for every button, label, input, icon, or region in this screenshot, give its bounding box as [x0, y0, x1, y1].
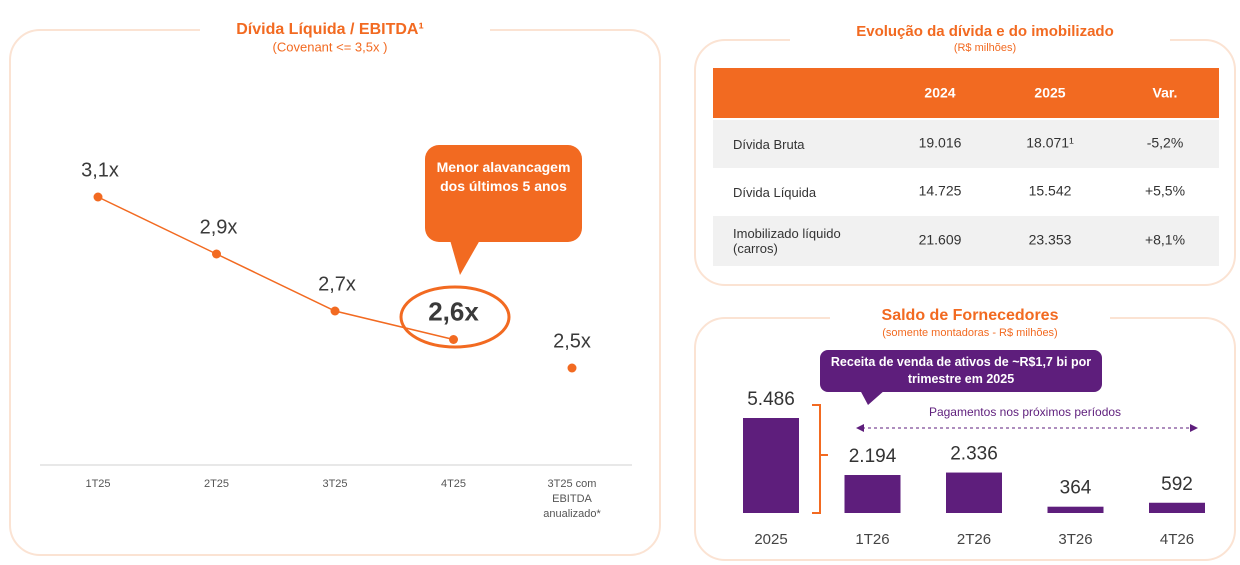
header-cell: 2024 — [924, 85, 955, 101]
bar — [946, 472, 1002, 513]
x-tick-label: 4T26 — [1160, 531, 1194, 548]
value-label: 364 — [1060, 478, 1092, 499]
cell: -5,2% — [1147, 135, 1184, 151]
x-tick-label: 3T26 — [1058, 531, 1092, 548]
bar-subtitle: (somente montadoras - R$ milhões) — [882, 327, 1057, 339]
bracket — [812, 404, 828, 514]
x-tick-label: 4T25 — [440, 478, 467, 490]
title-backdrop — [830, 300, 1110, 340]
value-label: 5.486 — [747, 389, 795, 410]
bar-callout — [820, 350, 1102, 392]
x-tick-label: 2T25 — [203, 478, 230, 490]
value-label: 2.194 — [849, 446, 897, 467]
cell: 21.609 — [919, 232, 962, 248]
cell: 19.016 — [919, 135, 962, 151]
point — [93, 192, 103, 202]
cell: 15.542 — [1029, 183, 1072, 199]
bar — [844, 475, 901, 513]
bar — [1047, 506, 1104, 513]
highlight-ring — [399, 285, 511, 349]
row-band — [713, 216, 1219, 266]
cell: 14.725 — [919, 183, 962, 199]
x-tick-label: 3T25 — [322, 478, 348, 490]
x-tick-label: 2025 — [754, 531, 787, 548]
point — [212, 249, 221, 259]
arrow-head — [1190, 424, 1198, 432]
point — [449, 335, 458, 344]
line — [97, 196, 454, 341]
line-subtitle: (Covenant <= 3,5x ) — [273, 39, 388, 54]
callout-pointer — [860, 390, 885, 405]
header-cell: 2025 — [1034, 85, 1065, 101]
bar-callout-text: Receita de venda de ativos de ~R$1,7 bi … — [830, 355, 1092, 386]
row-label: Dívida Líquida — [733, 184, 817, 200]
table-title: Evolução da dívida e do imobilizado — [856, 23, 1114, 40]
value-label: 3,1x — [81, 159, 119, 181]
cell: 18.071¹ — [1026, 135, 1074, 151]
row-label: Imobilizado líquido (carros) — [733, 226, 841, 256]
value-label: 2,6x — [428, 296, 479, 326]
row-label: Dívida Bruta — [733, 136, 805, 152]
value-label: 592 — [1161, 474, 1193, 495]
callout — [425, 145, 582, 242]
x-tick-label: 1T25 — [85, 478, 111, 490]
title-backdrop — [790, 22, 1170, 58]
line-title: Dívida Líquida / EBITDA¹ — [236, 21, 424, 38]
bar — [743, 418, 799, 513]
bar-title: Saldo de Fornecedores — [882, 307, 1059, 324]
value-label: 2,9x — [200, 216, 238, 238]
point — [567, 363, 577, 373]
table-header — [713, 68, 1219, 118]
cell: 23.353 — [1029, 232, 1072, 248]
callout-pointer — [450, 240, 480, 275]
title-backdrop — [200, 16, 490, 56]
cell: +8,1% — [1145, 232, 1185, 248]
callout-text: Menor alavancagem dos últimos 5 anos — [436, 159, 571, 194]
header-cell: Var. — [1153, 85, 1178, 101]
x-tick-label: 3T25 com EBITDA anualizado* — [543, 478, 601, 520]
value-label: 2.336 — [950, 444, 998, 465]
value-label: 2,5x — [553, 330, 591, 352]
row-band — [713, 120, 1219, 168]
x-tick-label: 2T26 — [957, 531, 991, 548]
bar — [1149, 502, 1205, 513]
bar-annotation: Pagamentos nos próximos períodos — [929, 405, 1121, 419]
table-subtitle: (R$ milhões) — [954, 42, 1016, 54]
value-label: 2,7x — [318, 273, 356, 295]
x-tick-label: 1T26 — [855, 531, 889, 548]
arrow-head — [856, 424, 864, 432]
point — [330, 306, 340, 316]
cell: +5,5% — [1145, 183, 1185, 199]
